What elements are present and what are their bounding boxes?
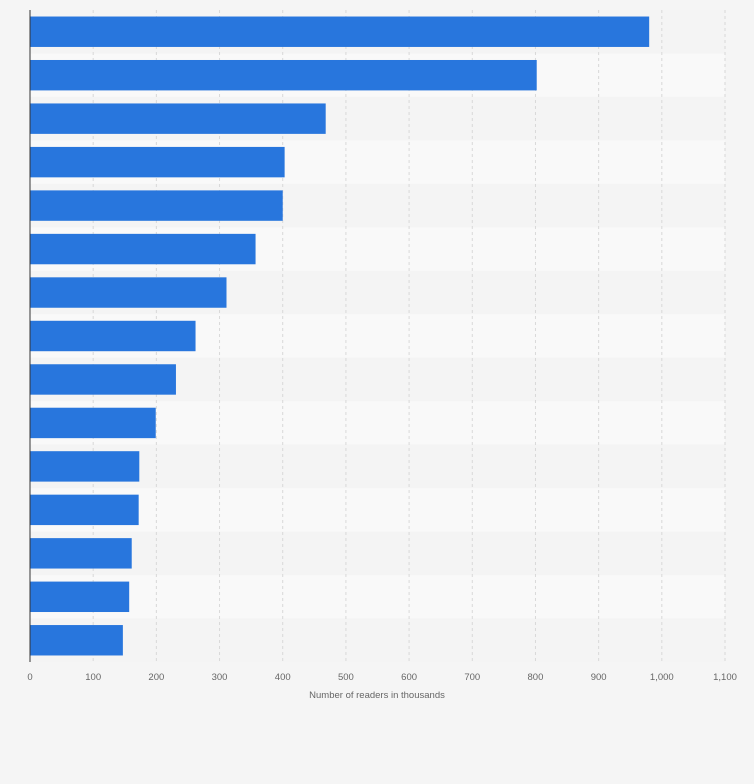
- bar[interactable]: [30, 364, 176, 395]
- bar[interactable]: [30, 494, 139, 526]
- row-band: [30, 575, 725, 619]
- bar[interactable]: [30, 146, 285, 178]
- bar[interactable]: [30, 407, 156, 439]
- x-tick-label: 500: [338, 672, 354, 683]
- bar[interactable]: [30, 233, 256, 265]
- bar[interactable]: [30, 581, 130, 613]
- x-tick-label: 600: [401, 672, 417, 683]
- row-band: [30, 531, 725, 576]
- x-tick-label: 900: [591, 672, 607, 683]
- x-tick-label: 300: [212, 672, 228, 683]
- bar[interactable]: [30, 190, 283, 221]
- x-tick-label: 800: [528, 672, 544, 683]
- bar[interactable]: [30, 277, 227, 308]
- x-tick-label: 0: [27, 672, 32, 683]
- x-tick-label: 1,000: [650, 672, 674, 683]
- x-tick-label: 1,100: [713, 672, 737, 683]
- x-tick-label: 100: [85, 672, 101, 683]
- row-band: [30, 444, 725, 489]
- bar[interactable]: [30, 59, 537, 91]
- bar[interactable]: [30, 451, 140, 482]
- bar[interactable]: [30, 16, 650, 47]
- x-tick-label: 200: [148, 672, 164, 683]
- bars: [30, 16, 650, 656]
- bar[interactable]: [30, 320, 196, 352]
- x-axis-label: Number of readers in thousands: [309, 690, 445, 701]
- row-band: [30, 488, 725, 532]
- x-tick-labels: 0 100 200 300 400 500 600 700 800 900 1,000 1,100: [27, 672, 737, 683]
- row-band: [30, 618, 725, 662]
- bar[interactable]: [30, 625, 123, 656]
- bar[interactable]: [30, 538, 132, 569]
- bar[interactable]: [30, 103, 326, 134]
- x-tick-label: 700: [464, 672, 480, 683]
- x-tick-label: 400: [275, 672, 291, 683]
